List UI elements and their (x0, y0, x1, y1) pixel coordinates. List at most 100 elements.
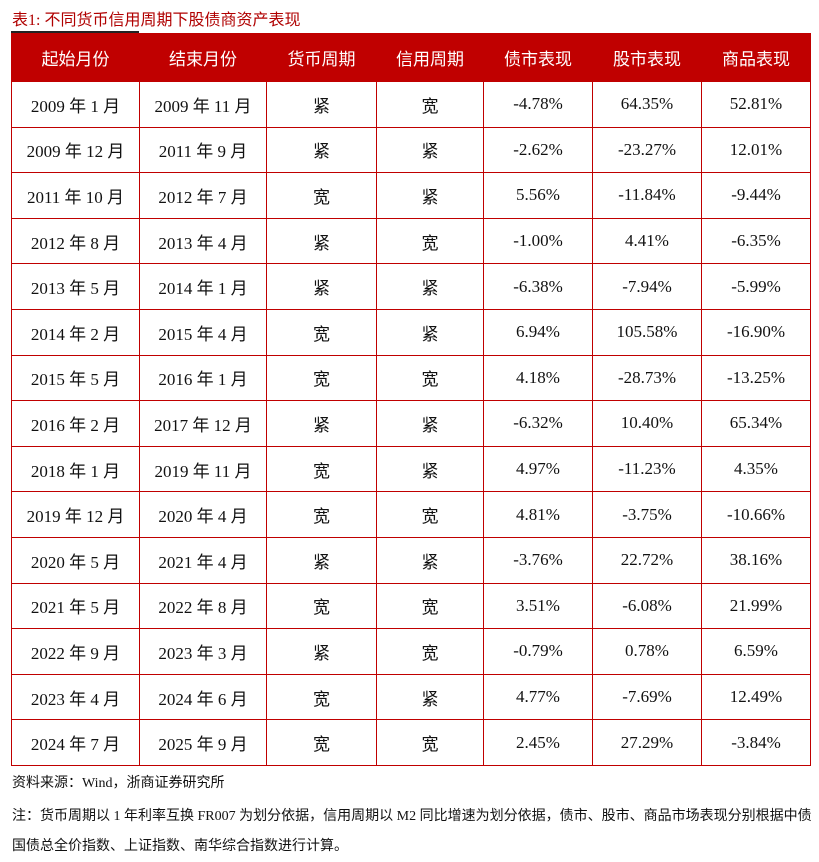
table-cell: -23.27% (592, 126, 702, 174)
table-cell: 2009 年 12 月 (11, 126, 140, 174)
table-cell: 2012 年 8 月 (11, 217, 140, 265)
table-cell: 紧 (376, 536, 484, 584)
table-title: 表1: 不同货币信用周期下股债商资产表现 (12, 12, 301, 29)
table-cell: -28.73% (592, 354, 702, 402)
table-cell: 22.72% (592, 536, 702, 584)
table-row: 2015 年 5 月 2016 年 1 月宽宽 4.18% -28.73% -13.25… (11, 354, 811, 402)
table-cell: 12.49% (701, 673, 811, 721)
column-header: 商品表现 (701, 33, 811, 82)
table-cell: 宽 (376, 719, 484, 766)
table-cell: 10.40% (592, 400, 702, 447)
table-row: 2013 年 5 月 2014 年 1 月紧紧 -6.38% -7.94% -5.99% (11, 263, 811, 310)
table-cell: 4.97% (483, 445, 593, 493)
table-cell: 2016 年 2 月 (11, 400, 140, 447)
table-row: 2012 年 8 月 2013 年 4 月紧宽 -1.00% 4.41% -6.35% (11, 217, 811, 265)
table-cell: -16.90% (701, 308, 811, 356)
table-cell: 4.35% (701, 445, 811, 493)
table-cell: 2025 年 9 月 (139, 719, 267, 766)
table-cell: 27.29% (592, 719, 702, 766)
table-cell: 6.94% (483, 308, 593, 356)
table-cell: 宽 (266, 719, 377, 766)
table-cell: 3.51% (483, 582, 593, 630)
table-row: 2023 年 4 月 2024 年 6 月宽紧 4.77% -7.69% 12.49% (11, 673, 811, 721)
table-cell: 2019 年 12 月 (11, 491, 140, 538)
table-row: 2011 年 10 月 2012 年 7 月宽紧 5.56% -11.84% -9.44… (11, 172, 811, 219)
table-row: 2014 年 2 月 2015 年 4 月宽紧 6.94% 105.58% -16.90… (11, 308, 811, 356)
table-cell: 2015 年 5 月 (11, 354, 140, 402)
table-row: 2019 年 12 月 2020 年 4 月宽宽 4.81% -3.75% -10.66… (11, 491, 811, 538)
table-cell: 宽 (376, 354, 484, 402)
table-row: 2009 年 12 月 2011 年 9 月紧紧 -2.62% -23.27% 12.0… (11, 126, 811, 174)
table-cell: 紧 (266, 400, 377, 447)
table-cell: 宽 (266, 172, 377, 219)
table-cell: -1.00% (483, 217, 593, 265)
table-cell: -10.66% (701, 491, 811, 538)
table-cell: 2024 年 6 月 (139, 673, 267, 721)
table-cell: 2016 年 1 月 (139, 354, 267, 402)
table-cell: 2020 年 4 月 (139, 491, 267, 538)
table-cell: 4.81% (483, 491, 593, 538)
table-cell: -3.84% (701, 719, 811, 766)
table-cell: 38.16% (701, 536, 811, 584)
table-cell: -0.79% (483, 628, 593, 675)
table-cell: -3.75% (592, 491, 702, 538)
table-cell: 2015 年 4 月 (139, 308, 267, 356)
table-cell: 2021 年 4 月 (139, 536, 267, 584)
table-cell: 紧 (376, 400, 484, 447)
table-cell: 2014 年 1 月 (139, 263, 267, 310)
table-cell: -11.84% (592, 172, 702, 219)
table-cell: 宽 (376, 491, 484, 538)
table-cell: 2009 年 1 月 (11, 81, 140, 128)
table-row: 2016 年 2 月 2017 年 12 月紧紧 -6.32% 10.40% 65.34… (11, 400, 811, 447)
table-cell: 4.77% (483, 673, 593, 721)
table-cell: 紧 (376, 172, 484, 219)
table-cell: 4.41% (592, 217, 702, 265)
table-cell: 52.81% (701, 81, 811, 128)
table-cell: 21.99% (701, 582, 811, 630)
table-cell: 宽 (376, 582, 484, 630)
table-row: 2021 年 5 月 2022 年 8 月宽宽 3.51% -6.08% 21.99% (11, 582, 811, 630)
table-cell: 105.58% (592, 308, 702, 356)
table-cell: 紧 (376, 308, 484, 356)
table-cell: -6.38% (483, 263, 593, 310)
table-cell: -7.69% (592, 673, 702, 721)
table-cell: 2022 年 9 月 (11, 628, 140, 675)
table-cell: 紧 (376, 445, 484, 493)
column-header: 债市表现 (483, 33, 593, 82)
table-cell: 2.45% (483, 719, 593, 766)
table-cell: 2019 年 11 月 (139, 445, 267, 493)
table-row: 2020 年 5 月 2021 年 4 月紧紧 -3.76% 22.72% 38.16% (11, 536, 811, 584)
table-cell: 紧 (266, 536, 377, 584)
table-row: 2018 年 1 月 2019 年 11 月宽紧 4.97% -11.23% 4.35% (11, 445, 811, 493)
table-cell: 宽 (266, 582, 377, 630)
table-cell: 2020 年 5 月 (11, 536, 140, 584)
table-cell: -6.32% (483, 400, 593, 447)
table-cell: -7.94% (592, 263, 702, 310)
title-underline (11, 31, 139, 33)
table-cell: 宽 (376, 217, 484, 265)
table-row: 2024 年 7 月 2025 年 9 月宽宽 2.45% 27.29% -3.84% (11, 719, 811, 766)
table-cell: 紧 (376, 673, 484, 721)
table-cell: 2011 年 10 月 (11, 172, 140, 219)
source-text: 资料来源：Wind，浙商证券研究所 (12, 776, 225, 791)
column-header: 起始月份 (11, 33, 140, 82)
table-cell: -13.25% (701, 354, 811, 402)
table-cell: 宽 (266, 445, 377, 493)
table-cell: 12.01% (701, 126, 811, 174)
table-row: 2009 年 1 月 2009 年 11 月紧宽 -4.78% 64.35% 52.81… (11, 81, 811, 128)
table-cell: 2023 年 4 月 (11, 673, 140, 721)
table-cell: 2009 年 11 月 (139, 81, 267, 128)
table-cell: 宽 (376, 628, 484, 675)
table-cell: 64.35% (592, 81, 702, 128)
table-cell: 宽 (266, 308, 377, 356)
table-cell: 2012 年 7 月 (139, 172, 267, 219)
table-cell: 6.59% (701, 628, 811, 675)
table-cell: 2018 年 1 月 (11, 445, 140, 493)
column-header: 股市表现 (592, 33, 702, 82)
table-cell: 紧 (266, 217, 377, 265)
table-cell: -9.44% (701, 172, 811, 219)
table-cell: 紧 (266, 263, 377, 310)
table-cell: 紧 (266, 628, 377, 675)
table-cell: -2.62% (483, 126, 593, 174)
table-cell: -3.76% (483, 536, 593, 584)
